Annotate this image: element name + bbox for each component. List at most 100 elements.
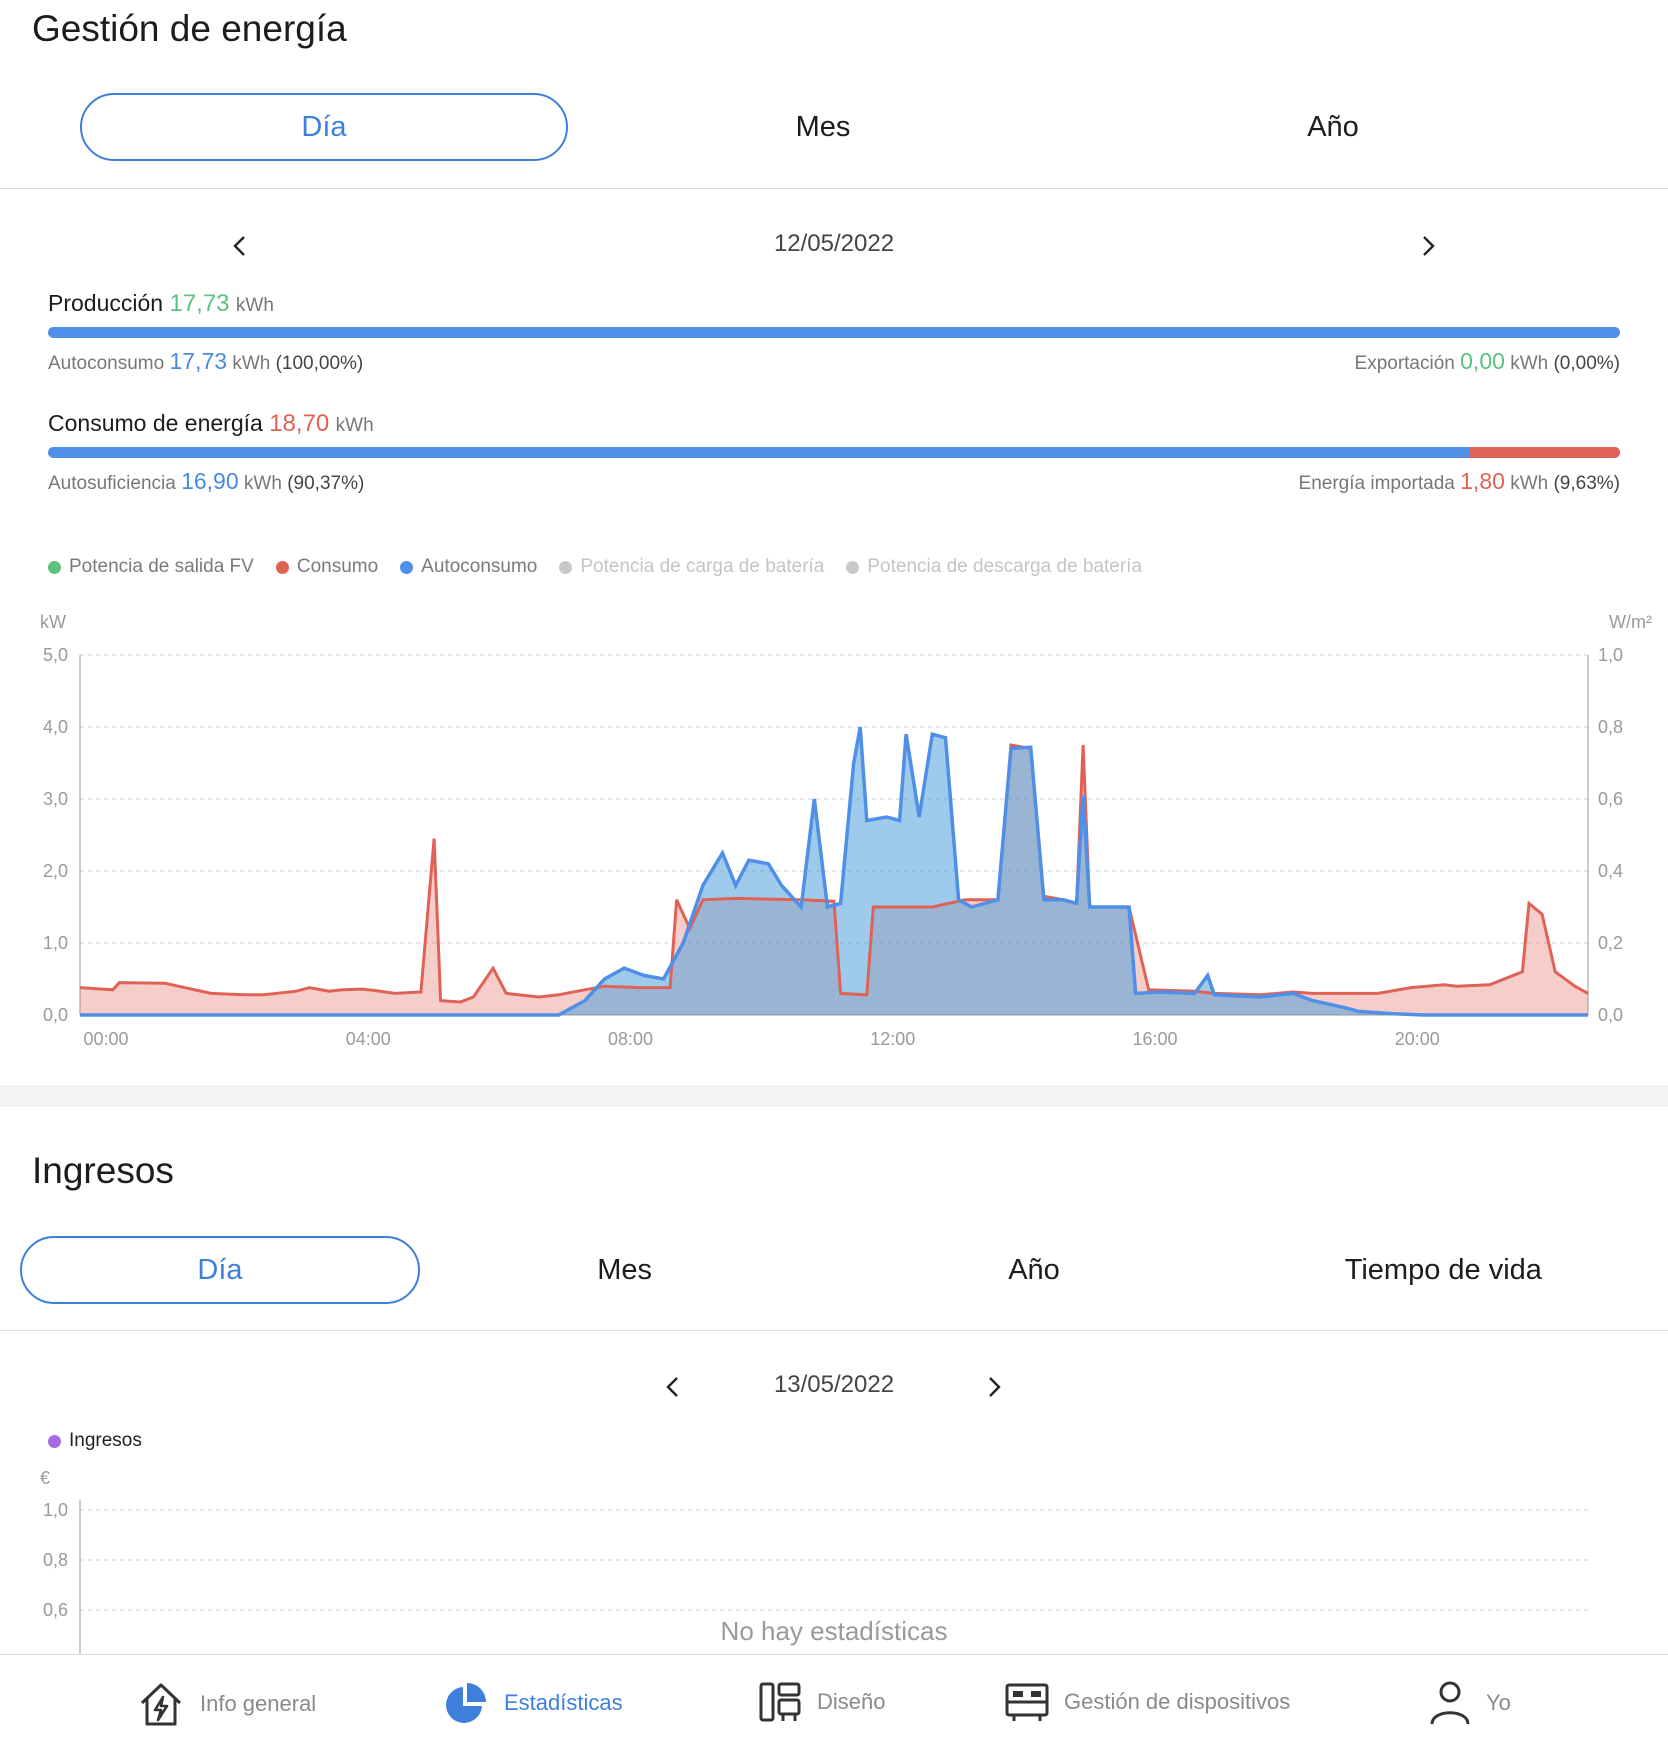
y2-tick-label: 0,6 bbox=[1598, 789, 1623, 809]
self-sufficiency-unit: kWh bbox=[243, 473, 282, 494]
income-y-tick-label: 1,0 bbox=[43, 1500, 68, 1520]
chevron-right-icon bbox=[989, 1377, 1001, 1397]
nav-device-management[interactable]: Gestión de dispositivos bbox=[1004, 1679, 1290, 1725]
income-chart-legend: Ingresos bbox=[48, 1430, 142, 1452]
y-tick-label: 1,0 bbox=[43, 933, 68, 953]
y2-tick-label: 0,4 bbox=[1598, 861, 1623, 881]
next-day-button[interactable] bbox=[1410, 228, 1446, 264]
x-tick-label: 08:00 bbox=[608, 1029, 653, 1049]
import-pct: (9,63%) bbox=[1553, 473, 1620, 494]
nav-me[interactable]: Yo bbox=[1428, 1679, 1511, 1727]
energy-date-nav: 12/05/2022 bbox=[0, 222, 1668, 272]
nav-info-general[interactable]: Info general bbox=[136, 1679, 316, 1729]
income-tabs: Día Mes Año Tiempo de vida bbox=[0, 1236, 1668, 1304]
tab-month[interactable]: Mes bbox=[795, 110, 851, 143]
income-date-nav: 13/05/2022 bbox=[0, 1363, 1668, 1413]
legend-label: Autoconsumo bbox=[421, 556, 538, 577]
device-icon bbox=[1005, 1683, 1049, 1721]
self-consumption-area bbox=[80, 727, 1588, 1015]
legend-item-income[interactable]: Ingresos bbox=[48, 1430, 142, 1452]
nav-label: Yo bbox=[1486, 1690, 1511, 1715]
production-bar bbox=[48, 327, 1620, 338]
no-stats-message: No hay estadísticas bbox=[720, 1616, 948, 1646]
legend-dot bbox=[48, 1434, 61, 1448]
divider bbox=[0, 188, 1668, 189]
y2-tick-label: 1,0 bbox=[1598, 645, 1623, 665]
x-tick-label: 16:00 bbox=[1133, 1029, 1178, 1049]
legend-label: Potencia de salida FV bbox=[69, 556, 254, 577]
import-unit: kWh bbox=[1510, 473, 1549, 494]
legend-label: Ingresos bbox=[69, 1430, 142, 1451]
self-consumption-unit: kWh bbox=[232, 353, 271, 374]
section-separator bbox=[0, 1085, 1668, 1107]
self-consumption-stat: Autoconsumo 17,73 kWh (100,00%) bbox=[48, 348, 363, 375]
nav-label: Gestión de dispositivos bbox=[1064, 1689, 1291, 1714]
income-prev-day-button[interactable] bbox=[655, 1369, 691, 1405]
tab-day[interactable]: Día bbox=[80, 93, 568, 161]
y-tick-label: 0,0 bbox=[43, 1005, 68, 1025]
pie-chart-icon bbox=[446, 1683, 486, 1723]
nav-label: Info general bbox=[200, 1691, 317, 1716]
legend-label: Consumo bbox=[296, 556, 379, 577]
consumption-line bbox=[79, 743, 1589, 1004]
income-section-title: Ingresos bbox=[32, 1150, 174, 1191]
legend-dot bbox=[559, 560, 573, 574]
export-unit: kWh bbox=[1510, 353, 1549, 374]
production-label: Producción bbox=[48, 290, 164, 316]
income-chart: €0,6 0,8 1,0 bbox=[40, 1470, 1590, 1680]
nav-design[interactable]: Diseño bbox=[757, 1679, 885, 1725]
legend-dot bbox=[275, 560, 289, 574]
self-consumption-line bbox=[80, 726, 1588, 1017]
production-title: Producción 17,73 kWh bbox=[48, 290, 274, 318]
tab-year[interactable]: Año bbox=[1307, 110, 1359, 143]
income-next-day-button[interactable] bbox=[976, 1369, 1012, 1405]
nav-label: Diseño bbox=[817, 1689, 886, 1714]
legend-item-2[interactable]: Autoconsumo bbox=[400, 556, 537, 578]
income-tab-day[interactable]: Día bbox=[20, 1236, 420, 1304]
legend-item-0[interactable]: Potencia de salida FV bbox=[48, 556, 254, 578]
self-consumption-label: Autoconsumo bbox=[48, 353, 165, 374]
y2-tick-label: 0,0 bbox=[1598, 1005, 1623, 1025]
legend-item-1[interactable]: Consumo bbox=[275, 556, 379, 578]
legend-dot bbox=[48, 560, 61, 574]
legend-item-3[interactable]: Potencia de carga de batería bbox=[559, 556, 824, 578]
self-consumption-value: 17,73 bbox=[169, 348, 228, 374]
chevron-left-icon bbox=[233, 236, 245, 256]
y2-tick-label: 0,8 bbox=[1598, 717, 1623, 737]
production-value: 17,73 bbox=[169, 290, 230, 317]
consumption-unit: kWh bbox=[335, 415, 374, 436]
chevron-right-icon bbox=[1423, 236, 1435, 256]
layout-icon bbox=[759, 1682, 801, 1722]
chevron-left-icon bbox=[666, 1377, 678, 1397]
energy-power-chart: kW W/m² 0,0 1,0 2,0 3,0 4,0 5,0 0,0 0,2 0,4 0,6 0,8 1… bbox=[40, 612, 1652, 1049]
self-sufficiency-stat: Autosuficiencia 16,90 kWh (90,37%) bbox=[48, 468, 364, 495]
import-stat: Energía importada 1,80 kWh (9,63%) bbox=[1299, 468, 1620, 495]
income-tab-month[interactable]: Mes bbox=[597, 1253, 653, 1286]
income-y-tick-label: 0,8 bbox=[43, 1550, 68, 1570]
self-consumption-pct: (100,00%) bbox=[275, 353, 364, 374]
nav-statistics[interactable]: Estadísticas bbox=[442, 1679, 623, 1727]
prev-day-button[interactable] bbox=[222, 228, 258, 264]
energy-tabs: Día Mes Año bbox=[0, 93, 1668, 161]
income-date[interactable]: 13/05/2022 bbox=[773, 1371, 895, 1398]
legend-dot bbox=[400, 560, 414, 574]
y2-axis-label: W/m² bbox=[1609, 612, 1652, 632]
y-axis-label: kW bbox=[40, 612, 66, 632]
legend-label: Potencia de descarga de batería bbox=[867, 556, 1143, 577]
income-tab-lifetime[interactable]: Tiempo de vida bbox=[1344, 1253, 1542, 1286]
legend-item-4[interactable]: Potencia de descarga de batería bbox=[846, 556, 1142, 578]
house-bolt-icon bbox=[140, 1683, 182, 1726]
energy-date[interactable]: 12/05/2022 bbox=[773, 230, 895, 257]
consumption-import-segment bbox=[1468, 447, 1620, 458]
production-unit: kWh bbox=[235, 295, 274, 316]
consumption-label: Consumo de energía bbox=[48, 410, 263, 436]
user-icon bbox=[1430, 1681, 1470, 1725]
income-y-tick-label: 0,6 bbox=[43, 1600, 68, 1620]
consumption-bar bbox=[48, 447, 1620, 458]
bottom-nav: Info general Estadísticas Diseño Gestión… bbox=[0, 1654, 1668, 1754]
consumption-title: Consumo de energía 18,70 kWh bbox=[48, 410, 374, 438]
x-tick-label: 04:00 bbox=[346, 1029, 391, 1049]
consumption-value: 18,70 bbox=[269, 410, 330, 437]
y-tick-label: 4,0 bbox=[43, 717, 68, 737]
income-tab-year[interactable]: Año bbox=[1008, 1253, 1060, 1286]
